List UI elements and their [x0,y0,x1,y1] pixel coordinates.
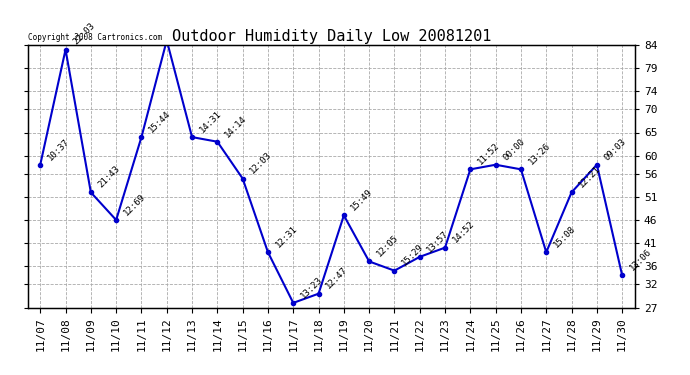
Text: 13:06: 13:06 [628,247,653,273]
Text: 15:44: 15:44 [147,109,172,134]
Text: 14:31: 14:31 [197,109,223,134]
Text: 12:05: 12:05 [375,233,400,259]
Text: 11:52: 11:52 [476,141,501,166]
Title: Outdoor Humidity Daily Low 20081201: Outdoor Humidity Daily Low 20081201 [172,29,491,44]
Text: 12:03: 12:03 [248,150,273,176]
Text: 14:14: 14:14 [223,114,248,139]
Text: 12:21: 12:21 [577,164,602,190]
Text: 10:59: 10:59 [0,374,1,375]
Text: 13:23: 13:23 [299,275,324,300]
Text: 15:29: 15:29 [400,243,425,268]
Text: Copyright 2008 Cartronics.com: Copyright 2008 Cartronics.com [28,33,161,42]
Text: 22:03: 22:03 [71,21,97,47]
Text: 13:57: 13:57 [425,229,451,254]
Text: 12:69: 12:69 [121,192,147,217]
Text: 12:47: 12:47 [324,266,349,291]
Text: 00:00: 00:00 [501,136,526,162]
Text: 12:31: 12:31 [273,224,299,249]
Text: 15:08: 15:08 [552,224,577,249]
Text: 14:52: 14:52 [451,219,476,245]
Text: 09:03: 09:03 [602,136,628,162]
Text: 15:49: 15:49 [349,187,375,213]
Text: 10:37: 10:37 [46,136,71,162]
Text: 21:43: 21:43 [97,164,121,190]
Text: 13:26: 13:26 [526,141,552,166]
